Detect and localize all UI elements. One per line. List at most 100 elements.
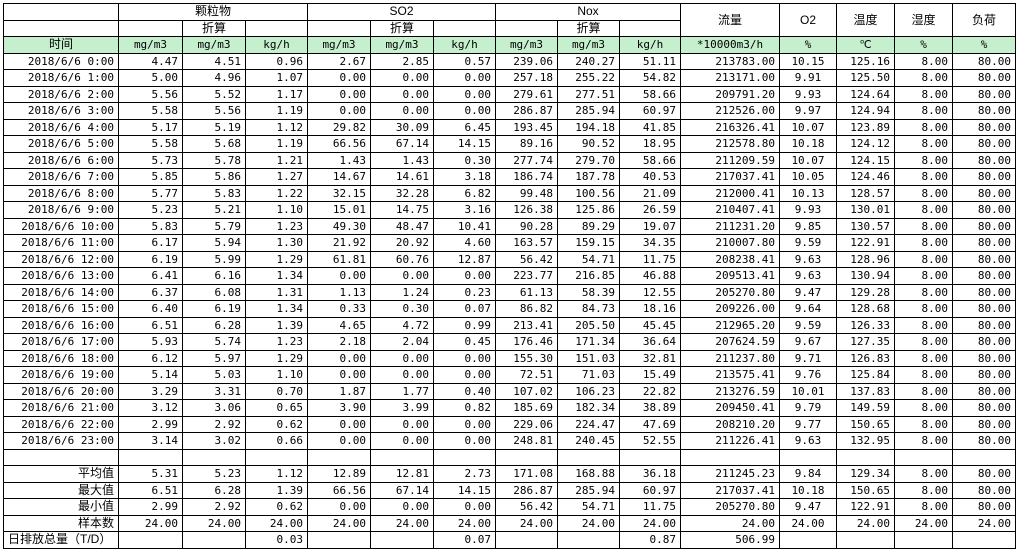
cell: 209513.41 — [680, 267, 780, 285]
cell: 89.16 — [495, 135, 558, 153]
cell: 212578.80 — [680, 135, 780, 153]
cell: 0.40 — [433, 382, 496, 400]
unit-cell: ℃ — [836, 36, 895, 54]
cell: 0.00 — [370, 498, 434, 516]
cell: 5.74 — [182, 333, 246, 351]
cell: 24.00 — [680, 514, 780, 532]
cell: 5.14 — [118, 366, 183, 384]
row-label: 平均值 — [3, 465, 119, 483]
cell: 2.85 — [370, 52, 434, 70]
cell: 89.29 — [557, 217, 620, 235]
cell: 213.41 — [495, 316, 558, 334]
table-row: 2018/6/6 5:00 5.58 5.68 1.19 66.56 67.14 14.15… — [3, 135, 1016, 153]
cell: 0.00 — [433, 366, 496, 384]
cell: 6.19 — [182, 300, 246, 318]
cell: 0.07 — [433, 531, 496, 549]
cell: 279.70 — [557, 151, 620, 169]
summary-row: 最大值 6.51 6.28 1.39 66.56 67.14 14.15 286.87 285.… — [3, 481, 1016, 499]
cell: 0.00 — [433, 415, 496, 433]
cell: 277.74 — [495, 151, 558, 169]
cell: 60.97 — [619, 481, 681, 499]
row-label: 2018/6/6 22:00 — [3, 415, 119, 433]
cell: 1.39 — [245, 481, 308, 499]
cell: 187.78 — [557, 168, 620, 186]
cell: 128.68 — [836, 300, 895, 318]
cell: 5.85 — [118, 168, 183, 186]
unit-cell: mg/m3 — [370, 36, 434, 54]
cell: 9.71 — [779, 349, 837, 367]
cell: 506.99 — [680, 531, 780, 549]
cell: 159.15 — [557, 234, 620, 252]
cell: 52.55 — [619, 432, 681, 450]
cell: 8.00 — [894, 102, 953, 120]
cell: 0.00 — [370, 85, 434, 103]
cell: 150.65 — [836, 481, 895, 499]
cell: 80.00 — [952, 184, 1016, 202]
row-label: 2018/6/6 16:00 — [3, 316, 119, 334]
cell: 1.24 — [370, 283, 434, 301]
cell: 4.51 — [182, 52, 246, 70]
header-time: 时间 — [3, 36, 119, 54]
cell: 10.13 — [779, 184, 837, 202]
cell: 20.92 — [370, 234, 434, 252]
cell: 12.89 — [307, 465, 371, 483]
summary-row: 样本数 24.00 24.00 24.00 24.00 24.00 24.00 24.00 24… — [3, 514, 1016, 532]
cell — [557, 531, 620, 549]
cell: 0.65 — [245, 399, 308, 417]
cell: 90.28 — [495, 217, 558, 235]
header-blank — [3, 19, 119, 37]
cell: 72.51 — [495, 366, 558, 384]
cell: 40.53 — [619, 168, 681, 186]
cell: 240.27 — [557, 52, 620, 70]
cell: 3.29 — [118, 382, 183, 400]
table-row: 2018/6/6 0:00 4.47 4.51 0.96 2.67 2.85 0.57 239… — [3, 52, 1016, 70]
header-o2: O2 — [779, 3, 837, 37]
cell: 58.39 — [557, 283, 620, 301]
cell: 129.34 — [836, 465, 895, 483]
cell: 8.00 — [894, 267, 953, 285]
cell: 130.01 — [836, 201, 895, 219]
cell: 26.59 — [619, 201, 681, 219]
cell: 9.63 — [779, 250, 837, 268]
cell: 0.00 — [370, 102, 434, 120]
header-blank — [3, 3, 119, 21]
cell: 1.30 — [245, 234, 308, 252]
cell: 8.00 — [894, 432, 953, 450]
cell: 24.00 — [894, 514, 953, 532]
cell: 5.23 — [182, 465, 246, 483]
cell: 2.18 — [307, 333, 371, 351]
cell: 8.00 — [894, 481, 953, 499]
table-row: 2018/6/6 11:00 6.17 5.94 1.30 21.92 20.92 4.60… — [3, 234, 1016, 252]
cell: 129.28 — [836, 283, 895, 301]
cell: 5.58 — [118, 102, 183, 120]
header-row-groups: 颗粒物 SO2 Nox 流量 O2 温度 湿度 负荷 — [3, 3, 1016, 37]
cell — [495, 448, 558, 466]
cell — [952, 531, 1016, 549]
unit-cell: mg/m3 — [118, 36, 183, 54]
cell: 168.88 — [557, 465, 620, 483]
cell: 9.63 — [779, 267, 837, 285]
cell: 1.19 — [245, 135, 308, 153]
cell — [779, 448, 837, 466]
cell: 223.77 — [495, 267, 558, 285]
cell — [3, 448, 119, 466]
cell: 24.00 — [245, 514, 308, 532]
cell: 10.41 — [433, 217, 496, 235]
cell: 9.91 — [779, 69, 837, 87]
cell: 210007.80 — [680, 234, 780, 252]
cell: 8.00 — [894, 333, 953, 351]
cell: 3.18 — [433, 168, 496, 186]
unit-cell: % — [779, 36, 837, 54]
cell: 80.00 — [952, 399, 1016, 417]
cell — [370, 531, 434, 549]
table-row: 2018/6/6 13:00 6.41 6.16 1.34 0.00 0.00 0.00 22… — [3, 267, 1016, 285]
table-row: 2018/6/6 16:00 6.51 6.28 1.39 4.65 4.72 0.99 21… — [3, 316, 1016, 334]
cell: 14.15 — [433, 135, 496, 153]
header-so2: SO2 — [307, 3, 496, 21]
cell — [118, 531, 183, 549]
cell: 285.94 — [557, 481, 620, 499]
cell: 22.82 — [619, 382, 681, 400]
cell: 1.34 — [245, 267, 308, 285]
cell: 8.00 — [894, 69, 953, 87]
cell — [307, 531, 371, 549]
